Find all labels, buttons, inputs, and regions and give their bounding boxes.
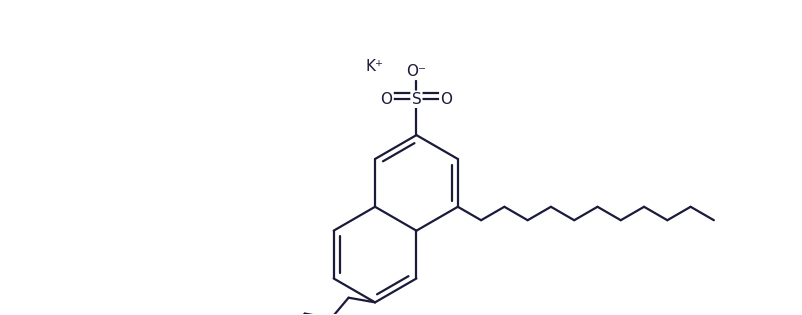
Text: S: S xyxy=(411,92,421,107)
Text: O⁻: O⁻ xyxy=(406,64,426,79)
Text: K⁺: K⁺ xyxy=(365,59,383,74)
Text: O: O xyxy=(380,92,392,107)
Text: O: O xyxy=(439,92,452,107)
